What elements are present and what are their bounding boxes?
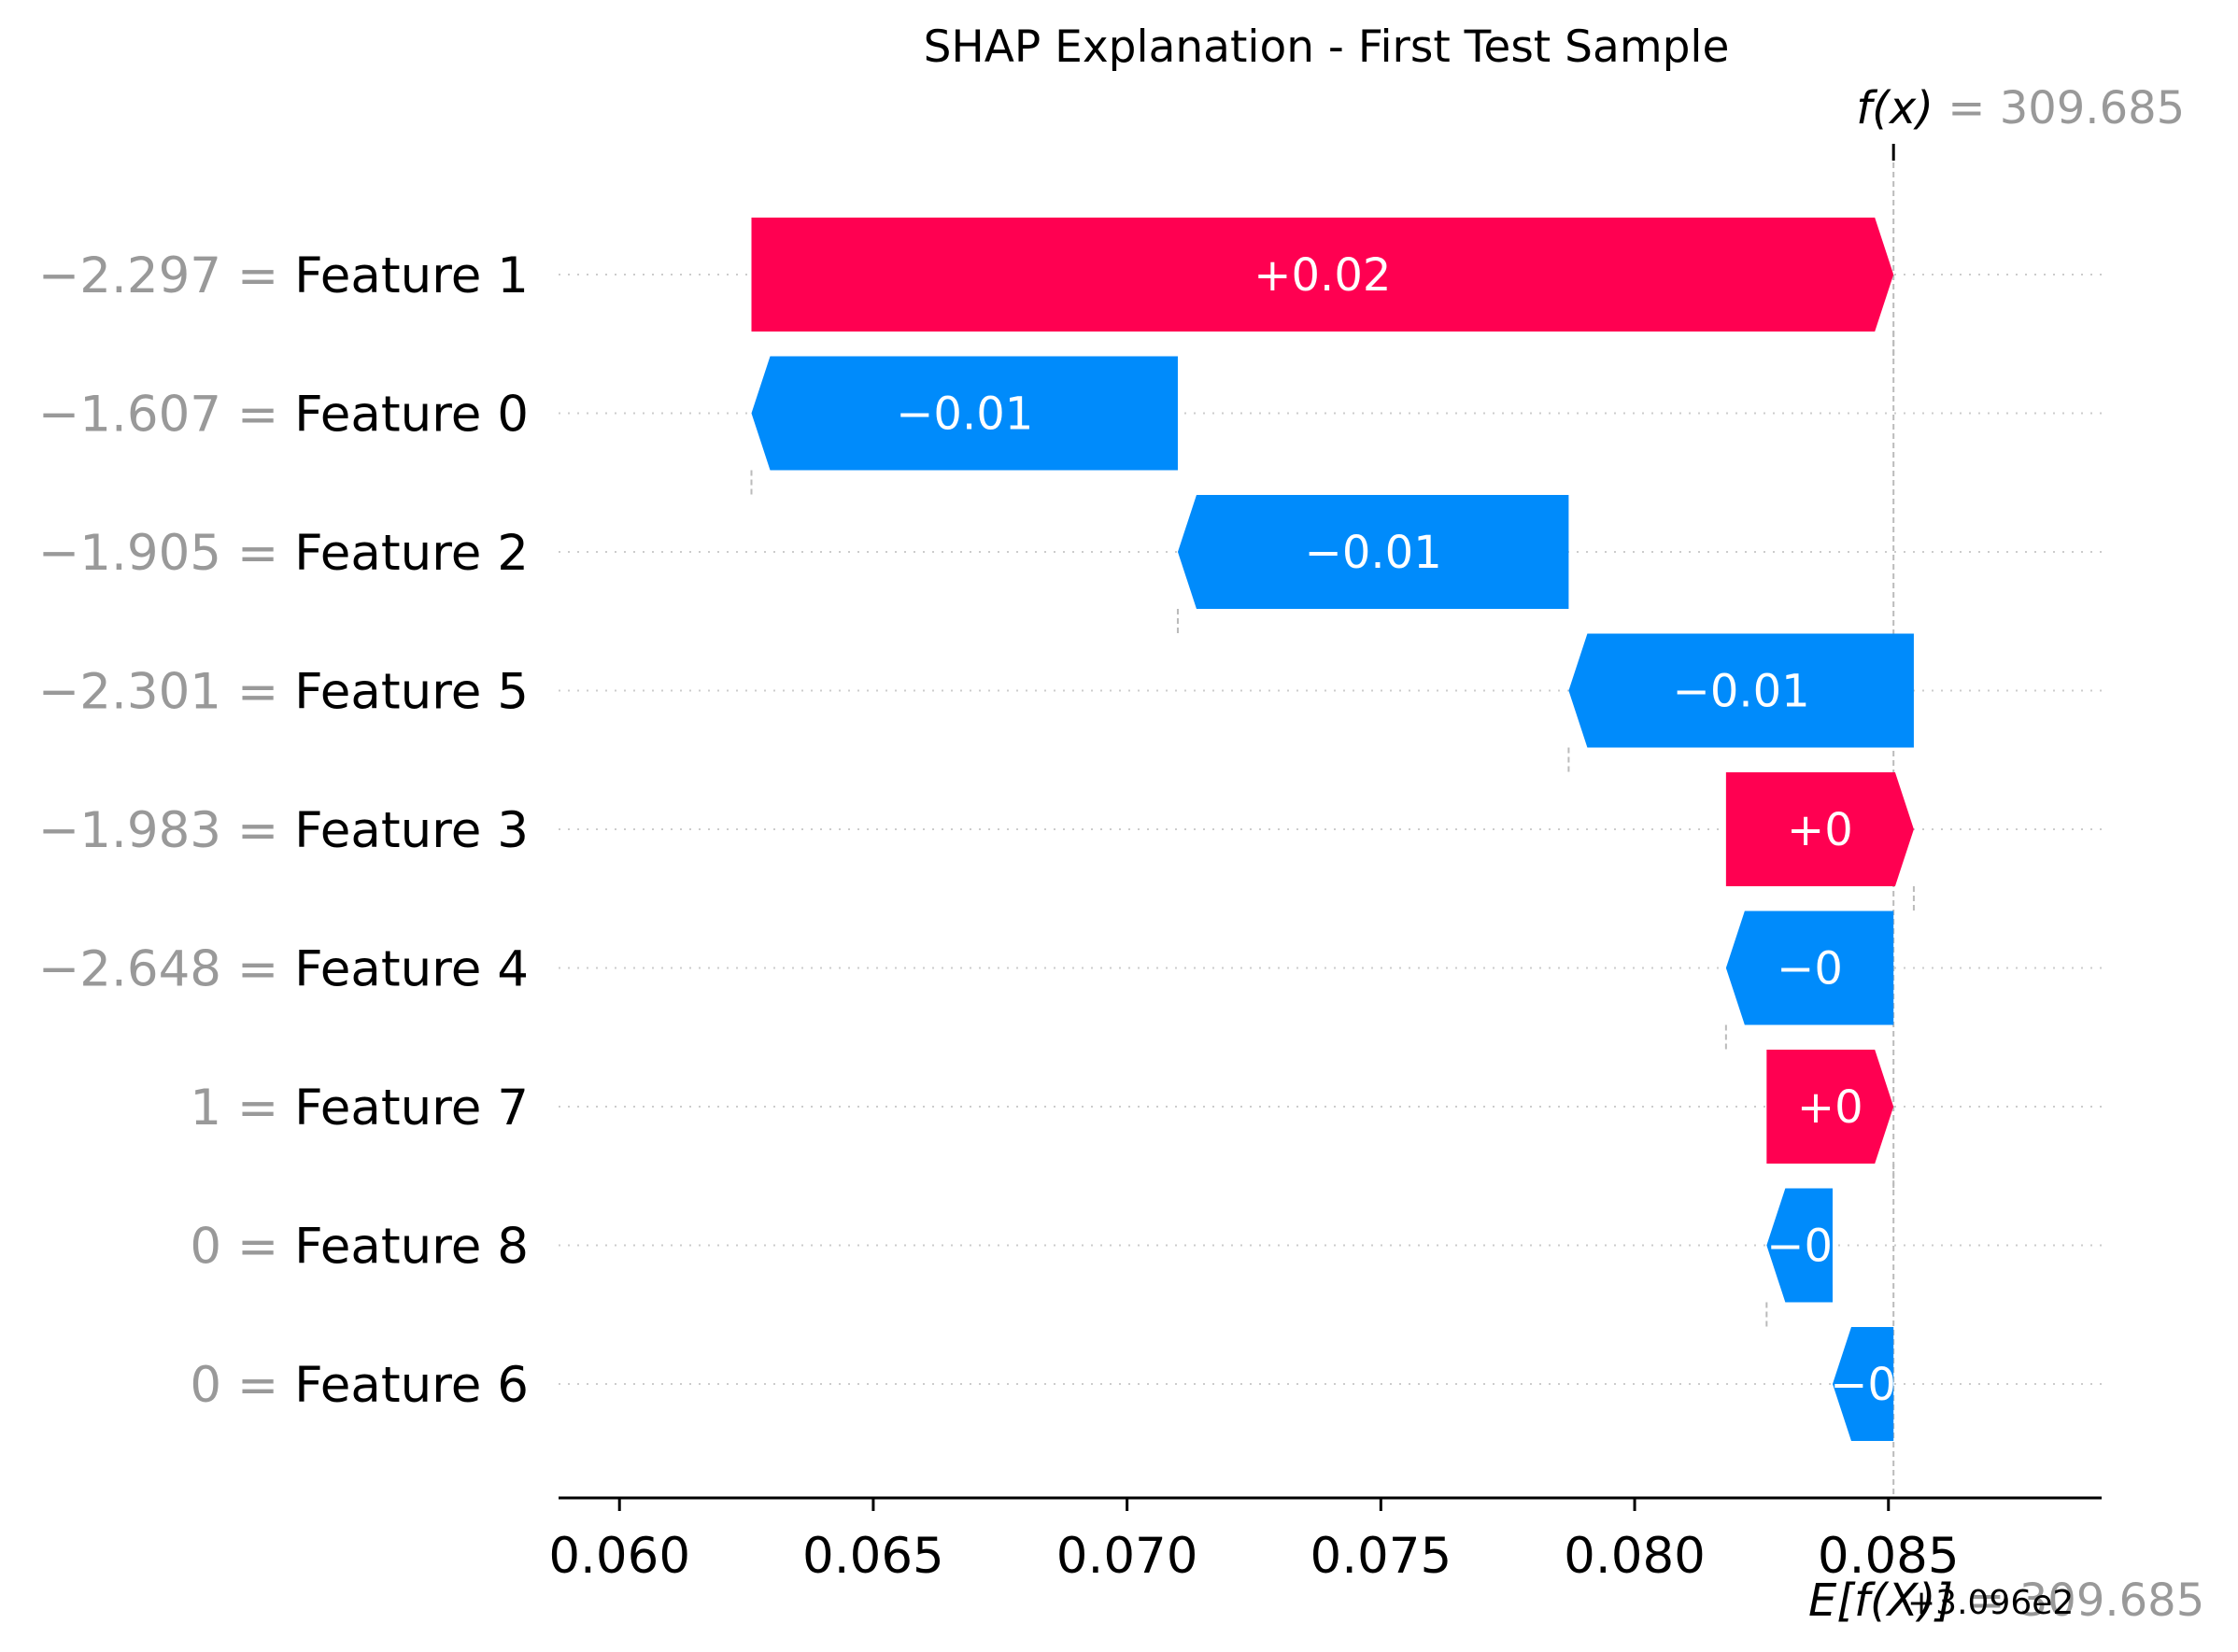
x-tick-label: 0.080	[1564, 1528, 1706, 1585]
bar-feature-5	[1568, 633, 1914, 748]
bar-feature-8	[1766, 1188, 1833, 1303]
bar-layer	[751, 218, 1914, 1441]
feature-name: Feature 4	[294, 941, 529, 998]
bar-value-label: −0.01	[1673, 666, 1810, 718]
axis-offset-label: +3.096e2	[1907, 1584, 2074, 1622]
expected-value: = 309.685	[1953, 1574, 2204, 1627]
bar-value-label: +0	[1787, 804, 1853, 856]
feature-value: −1.983 =	[38, 802, 294, 859]
feature-name: Feature 1	[294, 247, 529, 304]
feature-name: Feature 3	[294, 802, 529, 859]
feature-label: −2.648 = Feature 4	[38, 941, 529, 998]
x-tick-label: 0.075	[1310, 1528, 1452, 1585]
bar-value-label: −0.01	[896, 388, 1033, 441]
label-layer: +0.02 −2.297 = Feature 1 −0.01 −1.607 = Fea…	[38, 247, 1896, 1414]
x-tick-label: 0.085	[1818, 1528, 1960, 1585]
bar-value-label: −0	[1777, 943, 1843, 995]
chart-title: SHAP Explanation - First Test Sample	[924, 21, 1730, 73]
feature-label: −1.983 = Feature 3	[38, 802, 529, 859]
bar-value-label: −0	[1830, 1359, 1896, 1411]
feature-value: −1.905 =	[38, 525, 294, 582]
feature-name: Feature 7	[294, 1080, 529, 1137]
feature-value: 1 =	[190, 1080, 294, 1137]
bar-value-label: −0.01	[1305, 527, 1442, 579]
bar-feature-4	[1725, 911, 1894, 1025]
feature-label: −2.301 = Feature 5	[38, 664, 529, 721]
x-tick-label: 0.060	[548, 1528, 690, 1585]
feature-name: Feature 5	[294, 664, 529, 721]
fx-value: = 309.685	[1933, 82, 2185, 134]
bar-feature-1	[751, 218, 1894, 332]
feature-label: −2.297 = Feature 1	[38, 247, 529, 304]
bar-value-label: −0	[1766, 1221, 1833, 1273]
x-axis: 0.060 0.065 0.070 0.075 0.080 0.085	[548, 1496, 2102, 1585]
feature-label: 1 = Feature 7	[190, 1080, 529, 1137]
bar-feature-2	[1177, 495, 1569, 609]
feature-name: Feature 0	[294, 387, 529, 444]
bar-feature-3	[1725, 772, 1914, 886]
x-tick-label: 0.070	[1056, 1528, 1198, 1585]
bar-feature-6	[1832, 1327, 1894, 1441]
fx-label: f(x)	[1856, 82, 1933, 134]
feature-label: 0 = Feature 6	[190, 1357, 529, 1414]
feature-name: Feature 6	[294, 1357, 529, 1414]
feature-name: Feature 8	[294, 1219, 529, 1276]
expected-label: E[f(X)]	[1808, 1574, 1953, 1627]
bar-value-label: +0	[1797, 1081, 1863, 1134]
feature-name: Feature 2	[294, 525, 529, 582]
feature-value: 0 =	[190, 1219, 294, 1276]
feature-label: −1.607 = Feature 0	[38, 387, 529, 444]
fx-annotation: f(x) = 309.685	[1856, 82, 2185, 134]
bar-feature-7	[1766, 1050, 1894, 1164]
feature-label: −1.905 = Feature 2	[38, 525, 529, 582]
bar-value-label: +0.02	[1254, 249, 1391, 302]
feature-value: −2.648 =	[38, 941, 294, 998]
x-tick-label: 0.065	[802, 1528, 944, 1585]
feature-value: −1.607 =	[38, 387, 294, 444]
feature-value: 0 =	[190, 1357, 294, 1414]
feature-value: −2.301 =	[38, 664, 294, 721]
feature-label: 0 = Feature 8	[190, 1219, 529, 1276]
expected-value-annotation: E[f(X)] = 309.685	[1808, 1574, 2204, 1627]
bar-feature-0	[751, 356, 1178, 471]
feature-value: −2.297 =	[38, 247, 294, 304]
